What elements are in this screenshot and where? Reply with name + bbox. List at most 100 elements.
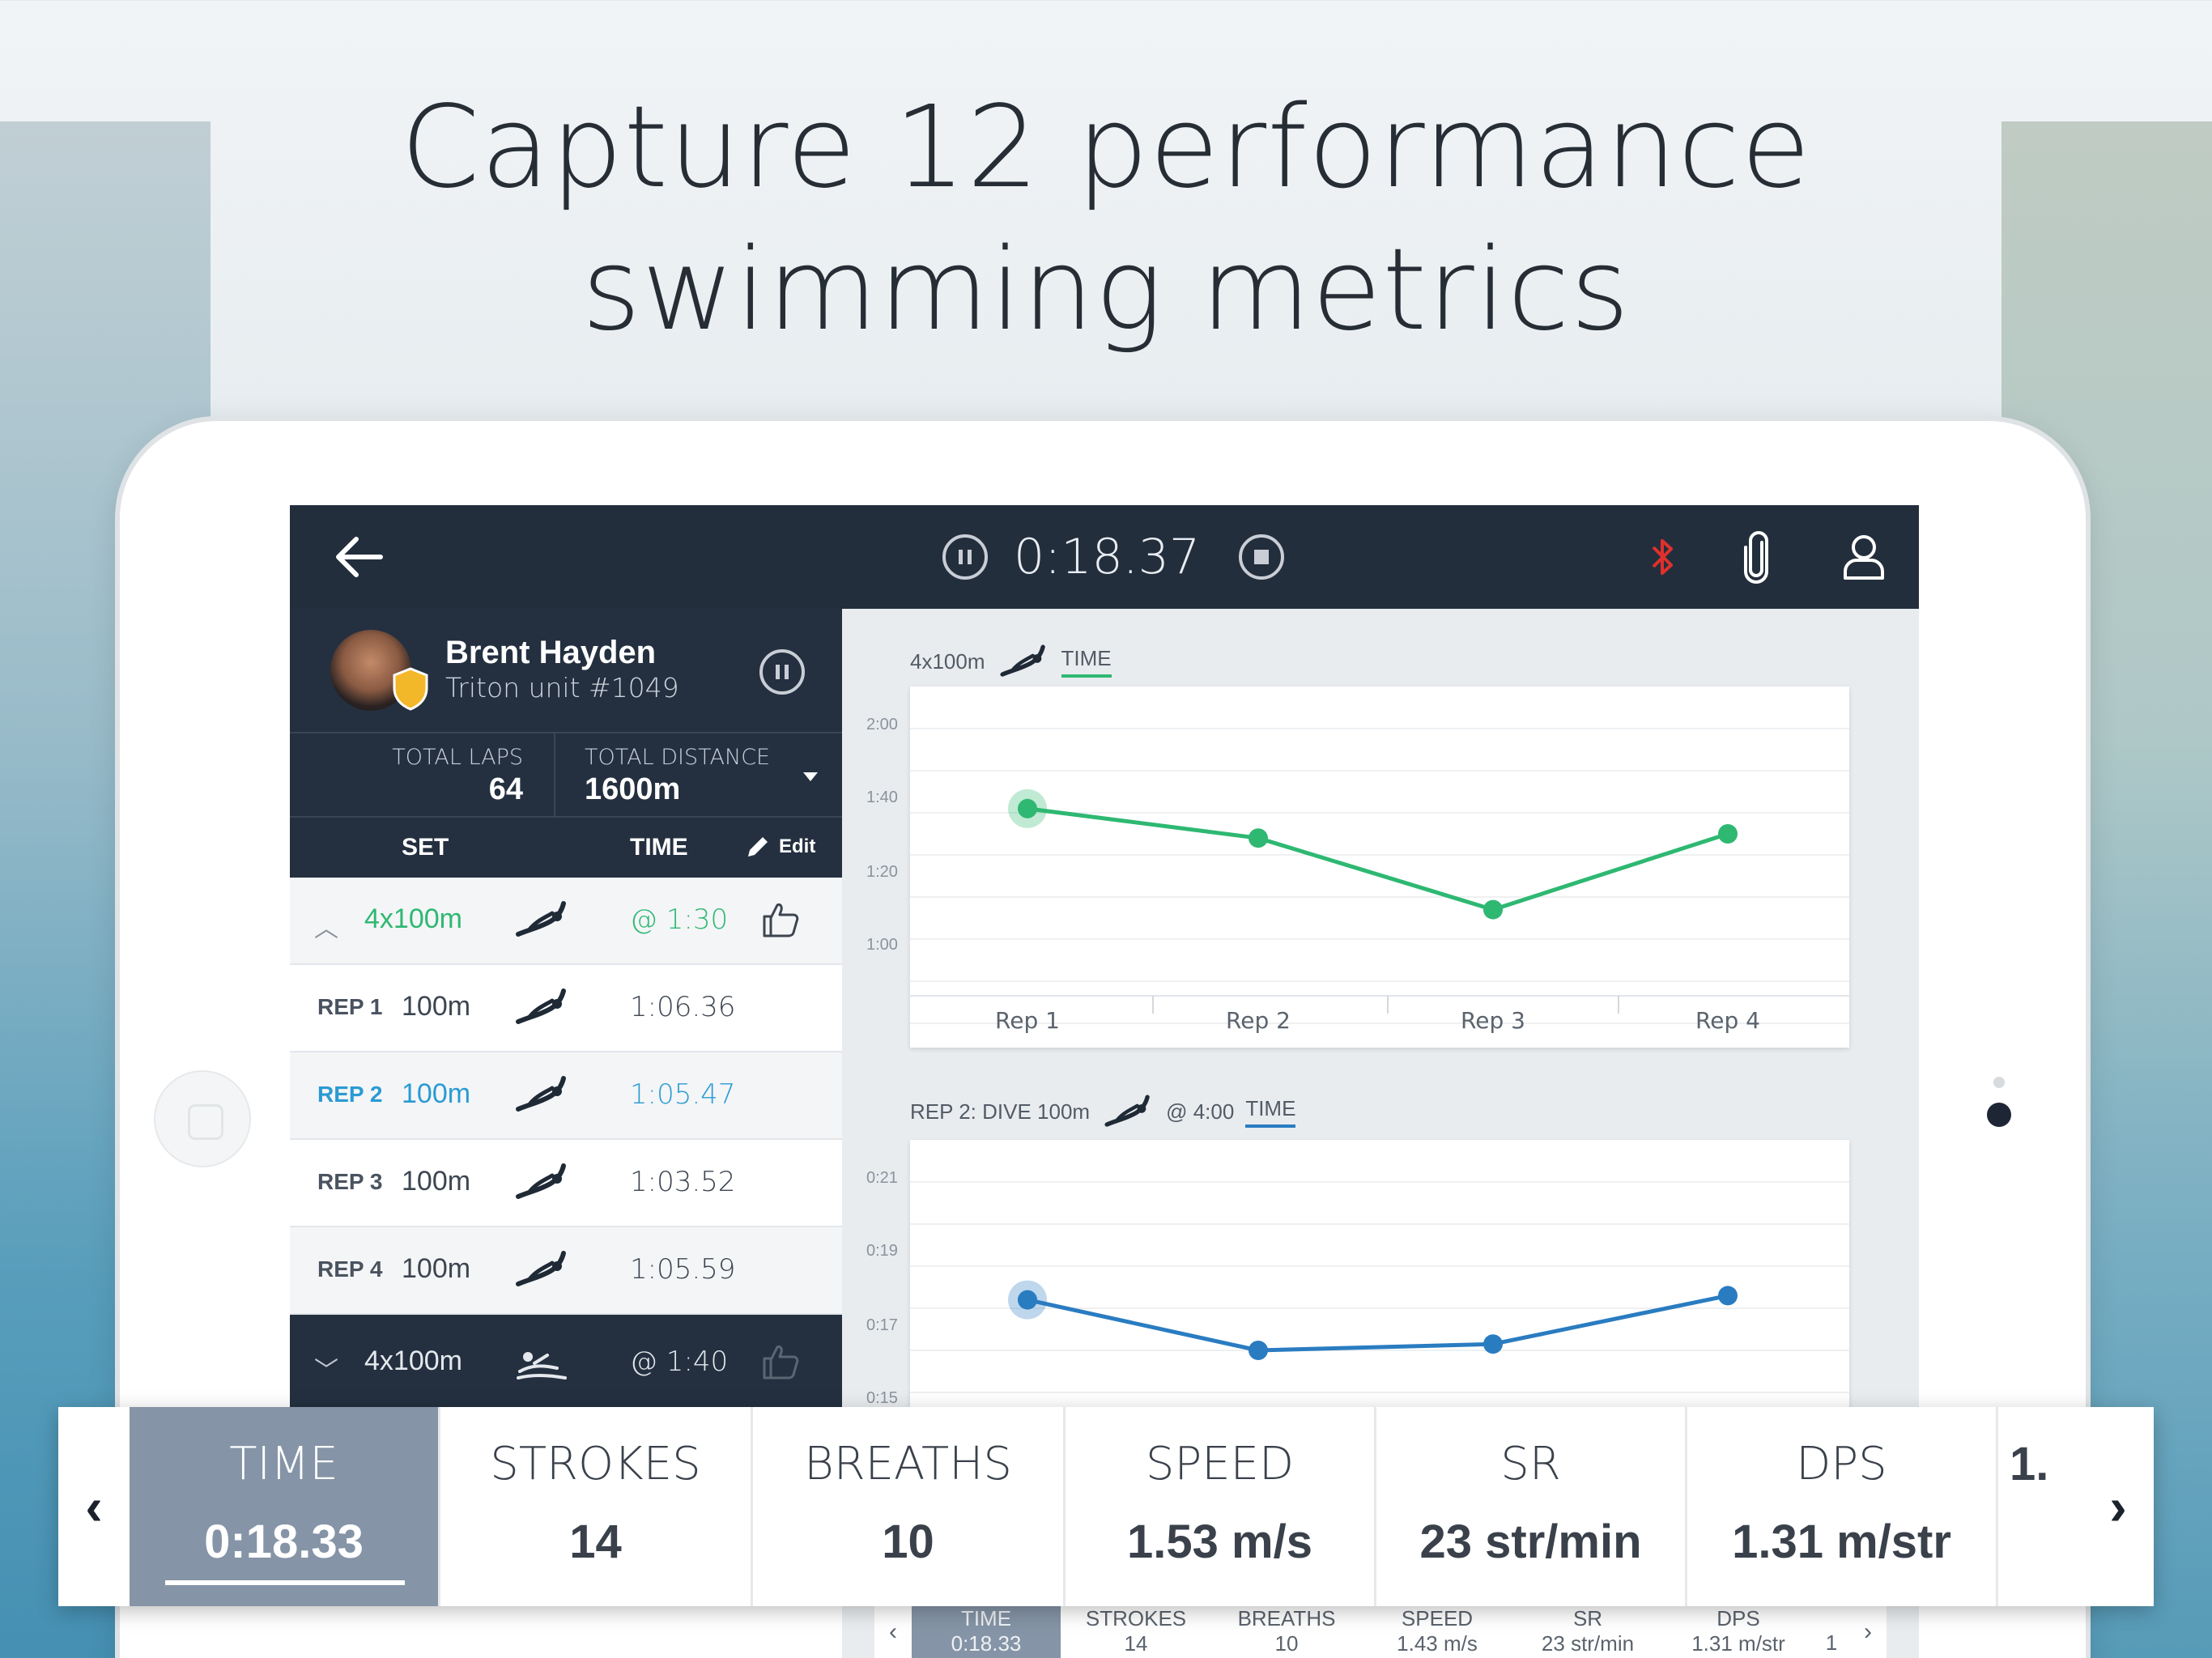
total-distance[interactable]: TOTAL DISTANCE 1600m bbox=[555, 733, 842, 818]
bluetooth-icon[interactable] bbox=[1647, 534, 1679, 580]
rep-distance: 100m bbox=[402, 991, 471, 1022]
set-interval: @ 1:40 bbox=[630, 1346, 729, 1378]
mini-next-arrow[interactable]: › bbox=[1864, 1618, 1872, 1645]
x-tick-label: Rep 2 bbox=[1226, 1007, 1291, 1034]
mini-metric-label: BREATHS bbox=[1237, 1606, 1336, 1630]
chart-1-card: Rep 1 Rep 2 Rep 3 Rep 4 bbox=[910, 687, 1849, 1048]
athlete-pause-button[interactable] bbox=[759, 649, 805, 695]
headline-line-1: Capture 12 performance bbox=[400, 82, 1812, 214]
session-timer: 0:18.37 bbox=[1014, 529, 1201, 585]
rep-row[interactable]: REP 1 100m 1:06.36 bbox=[290, 965, 842, 1052]
rep-label: REP 1 bbox=[317, 994, 383, 1019]
set-row-collapsed[interactable]: ﹀ 4x100m @ 1:40 bbox=[290, 1315, 842, 1412]
metric-speed[interactable]: SPEED 1.53 m/s bbox=[1066, 1407, 1376, 1606]
total-distance-label: TOTAL DISTANCE bbox=[585, 745, 771, 770]
chart-1-ytick: 2:00 bbox=[866, 716, 898, 733]
mini-metric-value: 23 str/min bbox=[1541, 1631, 1635, 1656]
set-interval: @ 1:30 bbox=[630, 903, 729, 936]
athlete-unit: Triton unit #1049 bbox=[445, 672, 679, 704]
metric-value: 1. bbox=[2010, 1438, 2049, 1490]
sets-table-header: SET TIME Edit bbox=[290, 816, 842, 878]
metric-label: DPS bbox=[1796, 1438, 1887, 1490]
mini-metric-breaths[interactable]: BREATHS 10 bbox=[1211, 1606, 1362, 1658]
data-point bbox=[1018, 798, 1037, 818]
camera-sensor bbox=[1993, 1077, 2005, 1088]
rep-distance: 100m bbox=[402, 1166, 471, 1197]
metric-value: 23 str/min bbox=[1419, 1516, 1642, 1568]
metric-value: 0:18.33 bbox=[204, 1516, 364, 1568]
rep-row[interactable]: REP 3 100m 1:03.52 bbox=[290, 1140, 842, 1227]
mini-metric-label: SR bbox=[1572, 1606, 1603, 1630]
mini-prev-arrow[interactable]: ‹ bbox=[889, 1618, 897, 1645]
freestyle-stroke-icon bbox=[1104, 1095, 1150, 1127]
rep-label: REP 2 bbox=[317, 1082, 383, 1107]
chart-1-metric-tab[interactable]: TIME bbox=[1061, 646, 1112, 678]
chart-2-ytick: 0:19 bbox=[866, 1242, 898, 1260]
rep-time: 1:03.52 bbox=[630, 1166, 736, 1198]
chart-1-ytick: 1:00 bbox=[866, 936, 898, 954]
rep-distance: 100m bbox=[402, 1078, 471, 1109]
stop-session-button[interactable] bbox=[1239, 534, 1284, 580]
data-point bbox=[1483, 1334, 1503, 1354]
mini-metric-strokes[interactable]: STROKES 14 bbox=[1061, 1606, 1211, 1658]
rep-row[interactable]: REP 4 100m 1:05.59 bbox=[290, 1227, 842, 1315]
data-point bbox=[1249, 1341, 1268, 1360]
home-button bbox=[154, 1070, 251, 1167]
freestyle-stroke-icon bbox=[999, 644, 1045, 677]
mini-metric-value: 0:18.33 bbox=[951, 1631, 1022, 1656]
metric-sr[interactable]: SR 23 str/min bbox=[1376, 1407, 1687, 1606]
mini-metric-label: DPS bbox=[1716, 1606, 1760, 1630]
rep-row-selected[interactable]: REP 2 100m 1:05.47 bbox=[290, 1052, 842, 1140]
metric-dps[interactable]: DPS 1.31 m/str bbox=[1687, 1407, 1998, 1606]
x-tick-label: Rep 3 bbox=[1461, 1007, 1525, 1034]
metric-breaths[interactable]: BREATHS 10 bbox=[753, 1407, 1066, 1606]
chart-1-caption: 4x100m TIME bbox=[910, 641, 1112, 682]
mini-metric-dps[interactable]: DPS 1.31 m/str bbox=[1663, 1606, 1814, 1658]
caret-down-icon[interactable] bbox=[803, 772, 818, 781]
chevron-up-icon[interactable]: ︿ bbox=[314, 916, 338, 942]
metric-value: 1.31 m/str bbox=[1732, 1516, 1951, 1568]
metric-strokes[interactable]: STROKES 14 bbox=[440, 1407, 753, 1606]
thumbs-up-icon[interactable] bbox=[759, 899, 802, 941]
series-line bbox=[1027, 806, 1729, 912]
attachment-icon[interactable] bbox=[1741, 531, 1773, 585]
camera-lens bbox=[1987, 1103, 2011, 1127]
metric-label: BREATHS bbox=[804, 1438, 1012, 1490]
sets-list: ︿ 4x100m @ 1:30 REP 1 100m bbox=[290, 878, 842, 1412]
chevron-down-icon[interactable]: ﹀ bbox=[314, 1358, 338, 1384]
chart-2-ytick: 0:21 bbox=[866, 1169, 898, 1187]
metric-value: 1.53 m/s bbox=[1127, 1516, 1312, 1568]
totals-bar: TOTAL LAPS 64 TOTAL DISTANCE 1600m bbox=[290, 732, 842, 818]
rep-label: REP 3 bbox=[317, 1169, 383, 1194]
metric-next-partial[interactable]: 1. bbox=[1998, 1407, 2082, 1606]
metric-label: SR bbox=[1500, 1438, 1561, 1490]
x-tick-label: Rep 1 bbox=[995, 1007, 1060, 1034]
edit-button[interactable]: Edit bbox=[743, 832, 815, 861]
set-row-expanded[interactable]: ︿ 4x100m @ 1:30 bbox=[290, 878, 842, 965]
mini-metric-label: SPEED bbox=[1401, 1606, 1474, 1630]
pause-session-button[interactable] bbox=[942, 534, 988, 580]
data-point bbox=[1018, 1290, 1037, 1310]
chart-2-set: REP 2: DIVE 100m bbox=[910, 1099, 1091, 1124]
mini-metric-value: 10 bbox=[1274, 1631, 1299, 1656]
athlete-name: Brent Hayden bbox=[445, 635, 657, 670]
back-arrow-icon[interactable] bbox=[332, 534, 384, 580]
chevron-left-icon[interactable]: ‹ bbox=[85, 1477, 103, 1536]
total-laps: TOTAL LAPS 64 bbox=[290, 733, 555, 818]
freestyle-stroke-icon bbox=[516, 1163, 566, 1199]
mini-metric-sr[interactable]: SR 23 str/min bbox=[1512, 1606, 1663, 1658]
metric-label: SPEED bbox=[1145, 1438, 1295, 1490]
metric-time[interactable]: TIME 0:18.33 bbox=[130, 1407, 440, 1606]
chart-2-metric-tab[interactable]: TIME bbox=[1245, 1096, 1296, 1128]
chevron-right-icon[interactable]: › bbox=[2109, 1477, 2127, 1536]
inline-metrics-bar: ‹ TIME 0:18.33 STROKES 14 BREATHS 10 SPE… bbox=[874, 1606, 1887, 1658]
stop-icon bbox=[1254, 550, 1269, 564]
user-profile-icon[interactable] bbox=[1841, 533, 1887, 581]
thumbs-up-icon[interactable] bbox=[759, 1341, 802, 1383]
total-distance-value: 1600m bbox=[585, 772, 681, 806]
mini-metric-time[interactable]: TIME 0:18.33 bbox=[912, 1606, 1061, 1658]
metric-value: 10 bbox=[882, 1516, 934, 1568]
selected-indicator bbox=[165, 1580, 405, 1585]
mini-metric-more[interactable]: 1 bbox=[1814, 1606, 1849, 1658]
mini-metric-speed[interactable]: SPEED 1.43 m/s bbox=[1362, 1606, 1512, 1658]
